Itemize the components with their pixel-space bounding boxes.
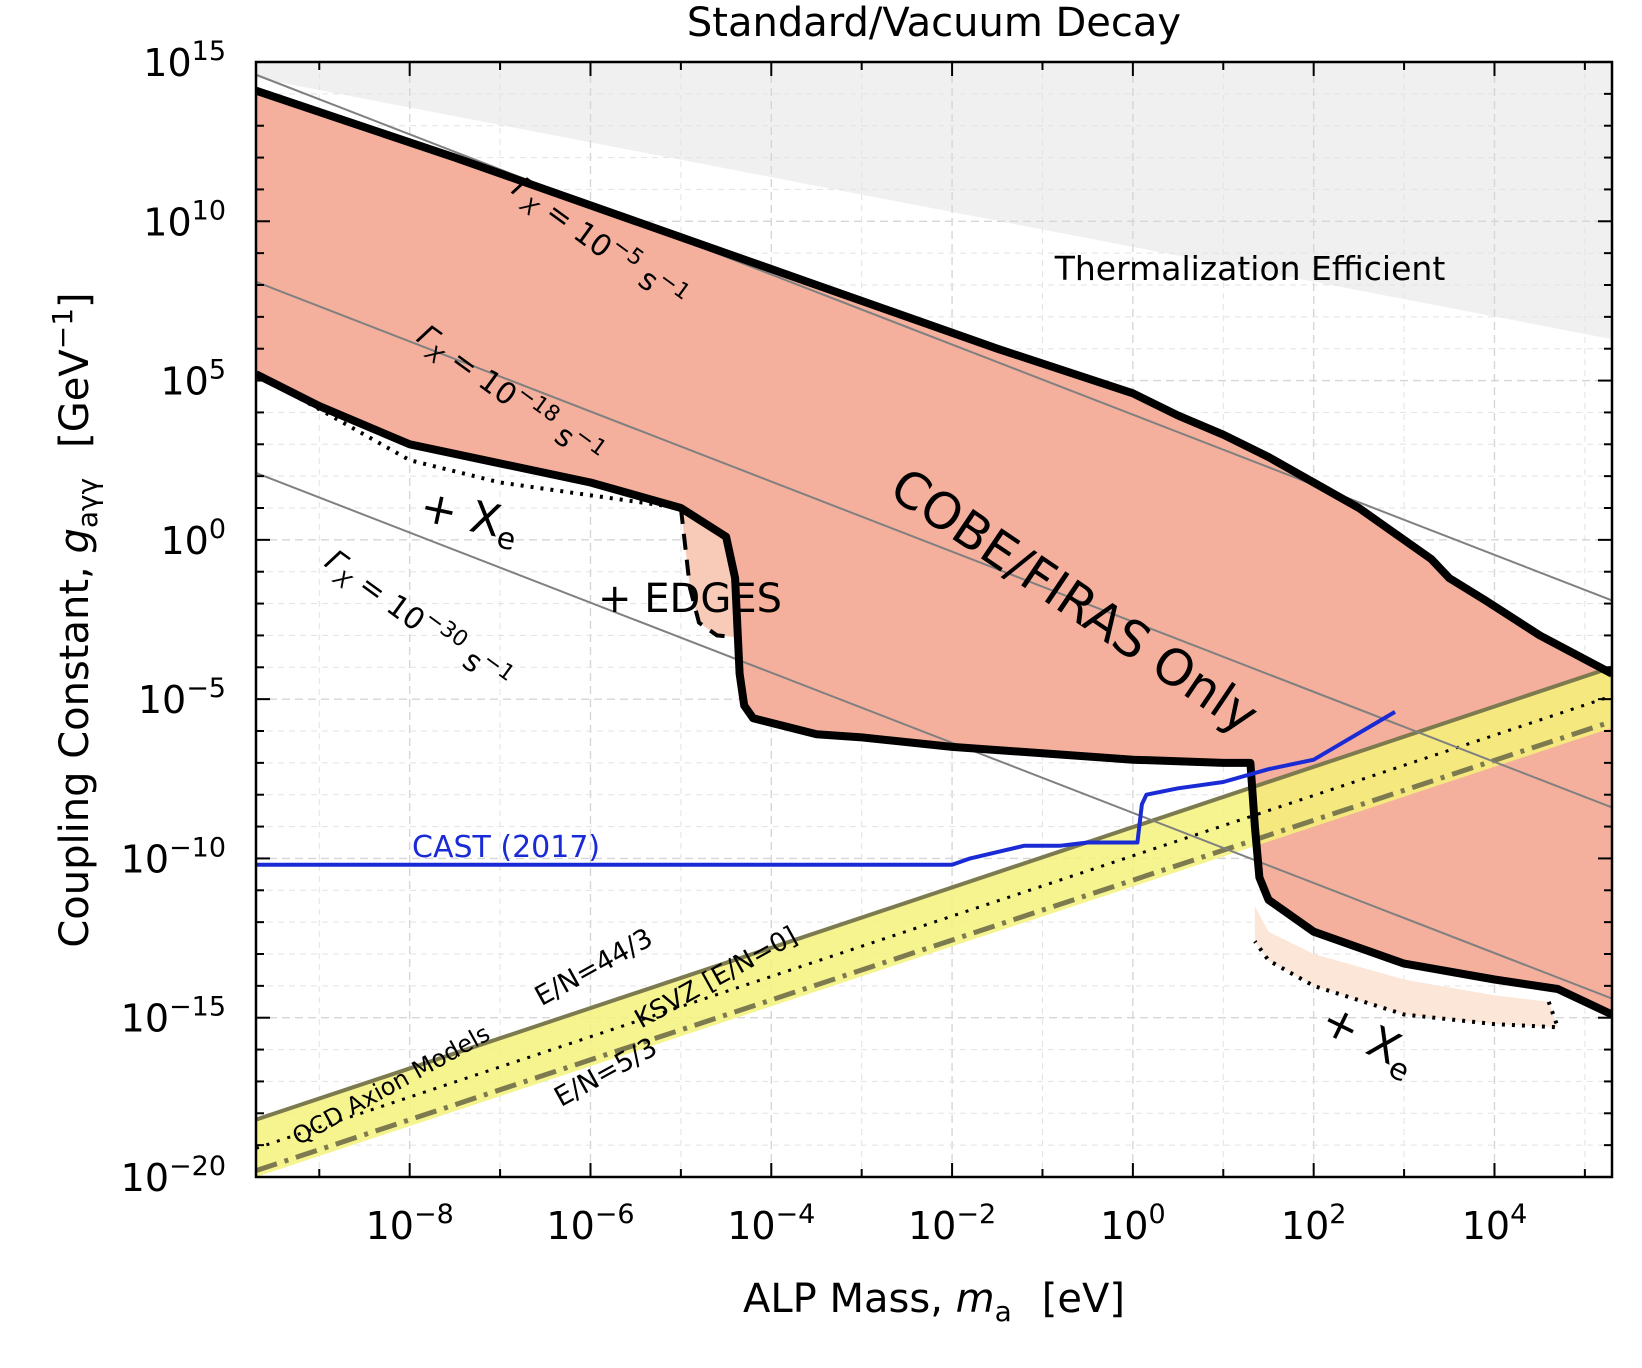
x-tick-exp: −6 xyxy=(595,1199,635,1230)
x-tick-base: 10 xyxy=(1462,1204,1510,1248)
en-5-3-line xyxy=(256,719,1612,1174)
y-tick-base: 10 xyxy=(121,1156,169,1200)
x-axis-label-unit: [eV] xyxy=(1042,1276,1125,1322)
y-axis-label-unit-end: ] xyxy=(52,292,98,308)
y-tick-base: 10 xyxy=(143,200,191,244)
y-axis-label: Coupling Constant, gaγγ [GeV−1] xyxy=(46,292,104,947)
y-tick-label: 1015 xyxy=(143,36,226,85)
x-tick-base: 10 xyxy=(727,1204,775,1248)
x-tick-label: 10−2 xyxy=(908,1199,996,1248)
y-tick-exp: 10 xyxy=(192,195,226,226)
x-tick-label: 10−8 xyxy=(366,1199,454,1248)
plot-area xyxy=(256,62,1612,1177)
x-tick-base: 10 xyxy=(366,1204,414,1248)
chart-title: Standard/Vacuum Decay xyxy=(687,0,1181,46)
y-tick-label: 10−15 xyxy=(121,992,226,1041)
y-axis-label-unit: [GeV xyxy=(52,349,98,448)
y-tick-exp: 0 xyxy=(209,514,226,545)
y-tick-base: 10 xyxy=(143,41,191,85)
x-axis-label: ALP Mass, ma [eV] xyxy=(743,1276,1125,1328)
y-tick-base: 10 xyxy=(160,519,208,563)
y-tick-label: 10−10 xyxy=(121,832,226,881)
axis-ticks xyxy=(256,61,1612,1178)
x-tick-exp: −8 xyxy=(414,1199,454,1230)
thermalization-region xyxy=(256,62,1612,340)
edges-label: + EDGES xyxy=(598,576,782,622)
y-tick-exp: −10 xyxy=(169,832,226,863)
x-tick-base: 10 xyxy=(1281,1204,1329,1248)
y-tick-exp: −5 xyxy=(186,673,226,704)
x-tick-label: 10−6 xyxy=(546,1199,634,1248)
x-tick-label: 100 xyxy=(1100,1199,1166,1248)
y-axis-label-var: g xyxy=(52,528,98,553)
y-tick-base: 10 xyxy=(138,678,186,722)
x-tick-label: 102 xyxy=(1281,1199,1347,1248)
plot-frame xyxy=(254,60,1614,1179)
cobe-lower-boundary xyxy=(256,370,1612,1019)
y-tick-base: 10 xyxy=(160,360,208,404)
y-tick-exp: −20 xyxy=(169,1151,226,1182)
xe-high-dotted-boundary xyxy=(1253,940,1561,1030)
y-tick-label: 1010 xyxy=(143,195,226,244)
decay-line xyxy=(256,73,1612,602)
x-tick-labels: 10−8 10−6 10−4 10−2 100 102 104 xyxy=(366,1199,1528,1248)
y-tick-exp: 5 xyxy=(209,355,226,386)
x-tick-exp: 0 xyxy=(1148,1199,1165,1230)
x-tick-base: 10 xyxy=(908,1204,956,1248)
x-tick-base: 10 xyxy=(546,1204,594,1248)
x-axis-label-sub: a xyxy=(995,1295,1012,1328)
x-axis-label-main: ALP Mass, xyxy=(743,1276,956,1322)
y-axis-label-unit-exp: −1 xyxy=(46,308,79,349)
x-axis-label-var: m xyxy=(956,1276,995,1322)
qcd-axion-band xyxy=(256,667,1612,1177)
decay-line xyxy=(256,280,1612,809)
y-tick-base: 10 xyxy=(121,837,169,881)
x-tick-exp: 2 xyxy=(1329,1199,1346,1230)
y-tick-exp: 15 xyxy=(192,36,226,67)
x-tick-exp: −4 xyxy=(776,1199,816,1230)
y-tick-label: 105 xyxy=(160,355,226,404)
x-tick-exp: 4 xyxy=(1510,1199,1527,1230)
y-tick-label: 10−5 xyxy=(138,673,226,722)
thermalization-label: Thermalization Efficient xyxy=(1054,249,1446,288)
qcd-band-upper-edge xyxy=(256,665,1612,1122)
decay-line xyxy=(256,472,1612,1000)
x-tick-base: 10 xyxy=(1100,1204,1148,1248)
y-tick-exp: −15 xyxy=(169,992,226,1023)
cobe-upper-boundary xyxy=(256,86,1612,678)
decay-lines xyxy=(256,73,1612,1000)
y-axis-label-main: Coupling Constant, xyxy=(52,554,98,948)
x-tick-exp: −2 xyxy=(956,1199,996,1230)
y-tick-label: 100 xyxy=(160,514,226,563)
cast-2017-line xyxy=(256,710,1397,867)
y-tick-base: 10 xyxy=(121,997,169,1041)
cast-label: CAST (2017) xyxy=(412,830,600,865)
y-axis-label-sub: aγγ xyxy=(71,478,104,528)
y-tick-labels: 1015 1010 105 100 10−5 10−10 10−15 10−20 xyxy=(121,36,226,1200)
x-tick-label: 10−4 xyxy=(727,1199,815,1248)
y-tick-label: 10−20 xyxy=(121,1151,226,1200)
x-tick-label: 104 xyxy=(1462,1199,1528,1248)
xe-high-region xyxy=(1254,906,1558,1028)
